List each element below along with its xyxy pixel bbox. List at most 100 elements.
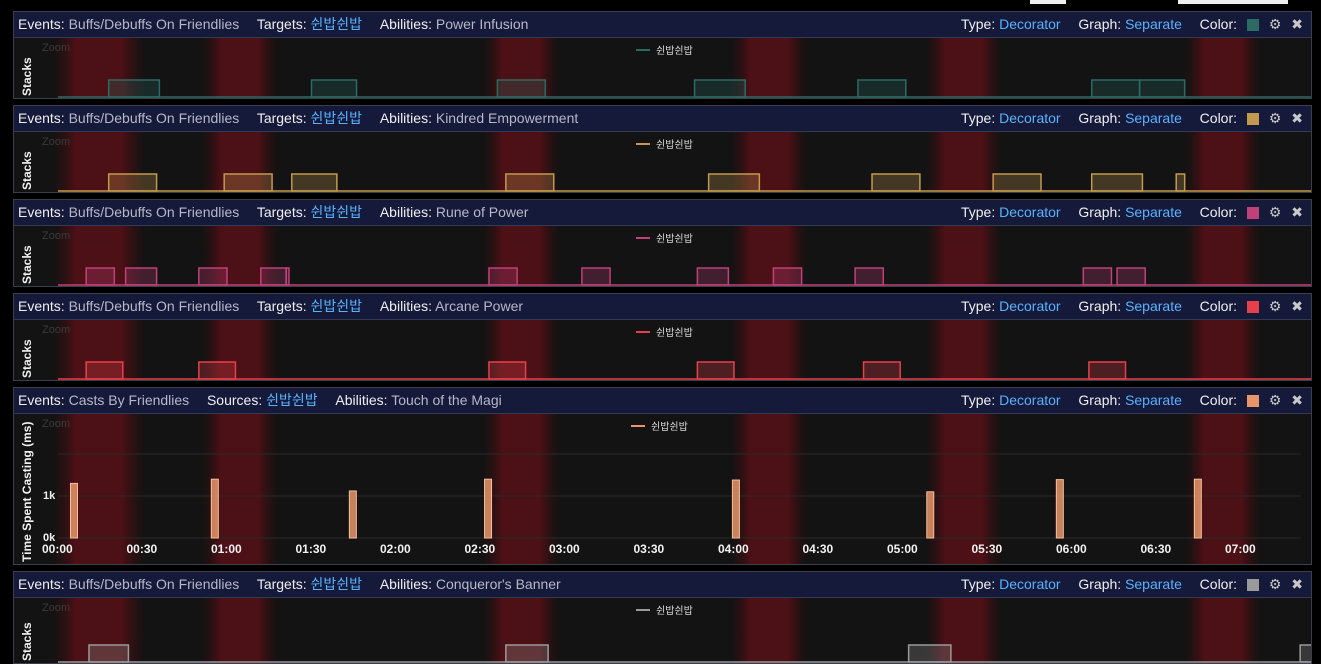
color-swatch[interactable]: [1246, 395, 1259, 407]
stack-segment[interactable]: [707, 173, 761, 192]
stack-segment[interactable]: [223, 173, 273, 192]
close-icon[interactable]: ✖: [1291, 204, 1303, 220]
graph-area[interactable]: Zoom 쉰밥쉰밥 Stacks: [14, 38, 1311, 98]
stack-segment[interactable]: [1116, 267, 1146, 286]
stack-segment[interactable]: [85, 267, 116, 286]
type-value[interactable]: Decorator: [999, 16, 1061, 32]
filter-value[interactable]: 쉰밥쉰밥: [310, 16, 363, 32]
close-icon[interactable]: ✖: [1291, 110, 1303, 126]
stack-segment[interactable]: [696, 361, 735, 380]
stack-segment[interactable]: [107, 173, 158, 192]
stack-segment[interactable]: [871, 173, 921, 192]
abilities-value[interactable]: Rune of Power: [435, 204, 529, 220]
stack-segment[interactable]: [198, 267, 228, 286]
close-icon[interactable]: ✖: [1291, 16, 1303, 32]
gear-icon[interactable]: ⚙: [1268, 16, 1282, 32]
stack-segment[interactable]: [696, 267, 730, 286]
events-value[interactable]: Casts By Friendlies: [68, 392, 190, 408]
graph-value[interactable]: Separate: [1125, 392, 1182, 408]
color-swatch[interactable]: [1246, 207, 1259, 219]
stack-segment[interactable]: [1090, 173, 1144, 192]
stack-segment[interactable]: [285, 267, 290, 286]
close-icon[interactable]: ✖: [1291, 392, 1303, 408]
stack-segment[interactable]: [1088, 361, 1127, 380]
type-value[interactable]: Decorator: [999, 392, 1061, 408]
graph-value[interactable]: Separate: [1125, 298, 1182, 314]
events-value[interactable]: Buffs/Debuffs On Friendlies: [68, 16, 240, 32]
zoom-label[interactable]: Zoom: [42, 136, 71, 148]
stack-segment[interactable]: [310, 79, 358, 98]
close-icon[interactable]: ✖: [1291, 298, 1303, 314]
cast-bar[interactable]: [210, 478, 219, 539]
color-swatch[interactable]: [1246, 301, 1259, 313]
events-value[interactable]: Buffs/Debuffs On Friendlies: [68, 576, 240, 592]
graph-area[interactable]: Zoom 쉰밥쉰밥 Stacks: [14, 320, 1311, 380]
zoom-label[interactable]: Zoom: [42, 230, 71, 242]
gear-icon[interactable]: ⚙: [1268, 298, 1282, 314]
color-swatch[interactable]: [1246, 113, 1259, 125]
stack-segment[interactable]: [291, 173, 338, 192]
legend-item[interactable]: 쉰밥쉰밥: [631, 418, 688, 433]
events-value[interactable]: Buffs/Debuffs On Friendlies: [68, 110, 240, 126]
stack-segment[interactable]: [85, 361, 124, 380]
graph-value[interactable]: Separate: [1125, 16, 1182, 32]
stack-segment[interactable]: [1082, 267, 1113, 286]
type-value[interactable]: Decorator: [999, 110, 1061, 126]
abilities-value[interactable]: Power Infusion: [435, 16, 529, 32]
cast-bar[interactable]: [1193, 478, 1202, 539]
stack-segment[interactable]: [198, 361, 237, 380]
stack-segment[interactable]: [88, 644, 130, 663]
color-swatch[interactable]: [1246, 579, 1259, 591]
cast-bar[interactable]: [69, 482, 78, 539]
stack-segment[interactable]: [124, 267, 158, 286]
zoom-label[interactable]: Zoom: [42, 324, 71, 336]
zoom-label[interactable]: Zoom: [42, 602, 71, 614]
cast-bar[interactable]: [731, 479, 740, 539]
gear-icon[interactable]: ⚙: [1268, 204, 1282, 220]
gear-icon[interactable]: ⚙: [1268, 576, 1282, 592]
abilities-value[interactable]: Kindred Empowerment: [435, 110, 579, 126]
cast-bar[interactable]: [1055, 479, 1064, 539]
type-value[interactable]: Decorator: [999, 298, 1061, 314]
legend-item[interactable]: 쉰밥쉰밥: [636, 136, 693, 151]
color-swatch[interactable]: [1246, 19, 1259, 31]
graph-area[interactable]: Zoom 쉰밥쉰밥 Stacks: [14, 132, 1311, 192]
legend-item[interactable]: 쉰밥쉰밥: [636, 230, 693, 245]
stack-segment[interactable]: [488, 267, 518, 286]
events-value[interactable]: Buffs/Debuffs On Friendlies: [68, 204, 240, 220]
type-value[interactable]: Decorator: [999, 576, 1061, 592]
stack-segment[interactable]: [1138, 79, 1186, 98]
close-icon[interactable]: ✖: [1291, 576, 1303, 592]
graph-value[interactable]: Separate: [1125, 110, 1182, 126]
filter-value[interactable]: 쉰밥쉰밥: [310, 576, 363, 592]
graph-area[interactable]: Zoom 쉰밥쉰밥 Stacks: [14, 226, 1311, 286]
stack-segment[interactable]: [992, 173, 1042, 192]
events-value[interactable]: Buffs/Debuffs On Friendlies: [68, 298, 240, 314]
stack-segment[interactable]: [1090, 79, 1141, 98]
stack-segment[interactable]: [1175, 173, 1186, 192]
stack-segment[interactable]: [260, 267, 287, 286]
abilities-value[interactable]: Arcane Power: [435, 298, 524, 314]
stack-segment[interactable]: [496, 79, 547, 98]
cast-bar[interactable]: [926, 491, 935, 539]
filter-value[interactable]: 쉰밥쉰밥: [310, 110, 363, 126]
filter-value[interactable]: 쉰밥쉰밥: [310, 298, 363, 314]
stack-segment[interactable]: [581, 267, 611, 286]
stack-segment[interactable]: [1299, 644, 1311, 663]
filter-value[interactable]: 쉰밥쉰밥: [310, 204, 363, 220]
type-value[interactable]: Decorator: [999, 204, 1061, 220]
zoom-label[interactable]: Zoom: [42, 42, 71, 54]
graph-area[interactable]: Zoom 쉰밥쉰밥 Time Spent Casting (ms) 1k 0k 00:00…: [14, 414, 1311, 564]
stack-segment[interactable]: [693, 79, 747, 98]
stack-segment[interactable]: [772, 267, 803, 286]
abilities-value[interactable]: Touch of the Magi: [391, 392, 502, 408]
graph-area[interactable]: Zoom 쉰밥쉰밥 Stacks: [14, 598, 1311, 663]
cast-bar[interactable]: [348, 490, 357, 539]
cast-bar[interactable]: [484, 478, 493, 539]
stack-segment[interactable]: [862, 361, 901, 380]
abilities-value[interactable]: Conqueror's Banner: [435, 576, 561, 592]
gear-icon[interactable]: ⚙: [1268, 110, 1282, 126]
gear-icon[interactable]: ⚙: [1268, 392, 1282, 408]
stack-segment[interactable]: [505, 173, 555, 192]
stack-segment[interactable]: [907, 644, 952, 663]
